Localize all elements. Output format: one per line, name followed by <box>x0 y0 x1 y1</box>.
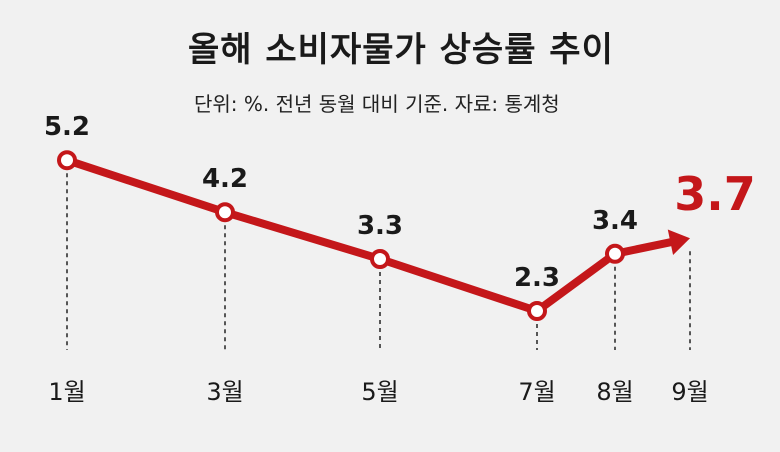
chart-subtitle: 단위: %. 전년 동월 대비 기준. 자료: 통계청 <box>194 92 560 116</box>
data-point <box>605 243 625 264</box>
x-tick-label: 8월 <box>596 378 633 406</box>
data-label-latest: 3.7 <box>674 167 756 221</box>
data-point <box>215 202 235 223</box>
data-label: 3.4 <box>592 206 638 236</box>
x-tick-label: 9월 <box>671 378 708 406</box>
data-point <box>527 301 547 321</box>
x-tick-label: 5월 <box>361 378 398 406</box>
series-line <box>63 156 679 315</box>
data-label: 3.3 <box>357 211 403 241</box>
data-point <box>370 249 390 269</box>
x-tick-label: 7월 <box>518 378 555 406</box>
data-label: 2.3 <box>514 263 560 293</box>
chart-title: 올해 소비자물가 상승률 추이 <box>188 30 614 70</box>
data-label: 5.2 <box>44 112 90 142</box>
data-label: 4.2 <box>202 164 248 194</box>
series-arrowhead <box>667 229 690 256</box>
data-point <box>57 150 77 171</box>
x-tick-label: 3월 <box>206 378 243 406</box>
x-tick-label: 1월 <box>48 378 85 406</box>
